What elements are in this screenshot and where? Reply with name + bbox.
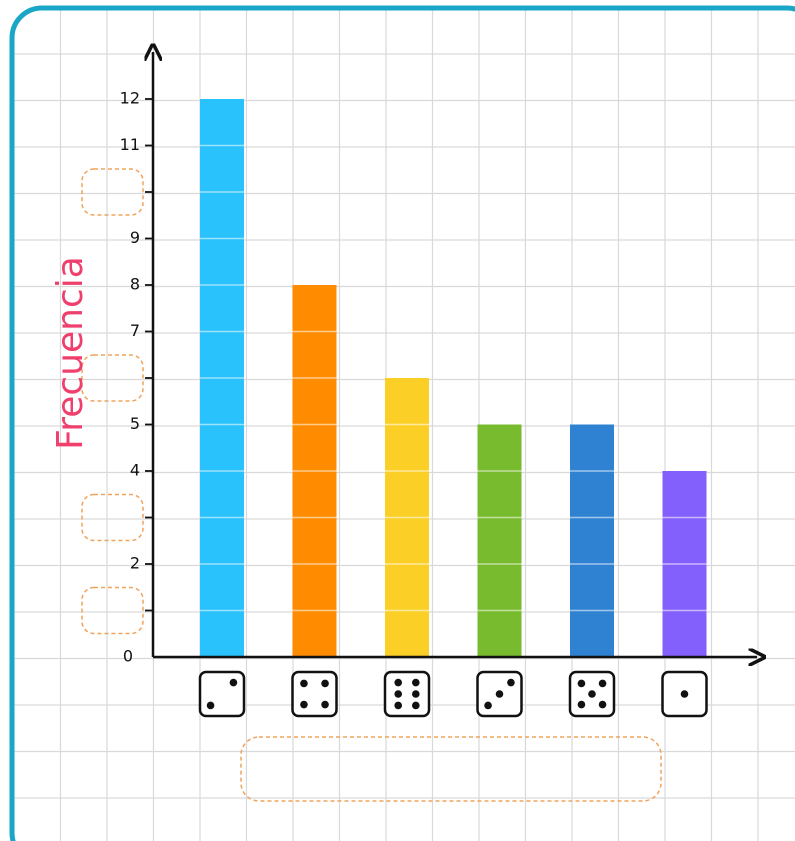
die-face-1-icon xyxy=(661,670,708,718)
die-pip xyxy=(577,700,586,709)
die-pip xyxy=(412,690,420,698)
die-pip xyxy=(484,701,492,710)
y-tick-label: 7 xyxy=(130,321,140,340)
y-tick-label: 11 xyxy=(120,135,140,154)
die-pip xyxy=(577,679,586,688)
die-pip xyxy=(412,678,420,687)
die-pip xyxy=(206,701,215,710)
die-face-4-icon xyxy=(291,670,338,718)
die-pip xyxy=(229,678,238,687)
die-outline xyxy=(291,670,338,718)
y-tick-label: 8 xyxy=(130,275,140,294)
y-blank-boxes xyxy=(81,168,144,635)
y-tick-label: 9 xyxy=(130,228,140,247)
die-face-5-icon xyxy=(568,670,616,718)
chart-frame xyxy=(9,5,795,841)
die-pip xyxy=(588,690,596,698)
die-face-3-icon xyxy=(476,670,523,718)
y-tick-label: 12 xyxy=(120,89,140,108)
y-tick-label: 2 xyxy=(130,554,140,573)
x-category-dice xyxy=(198,670,708,718)
die-face-2-icon xyxy=(198,670,246,718)
die-outline xyxy=(383,670,431,718)
bar-3 xyxy=(477,424,522,657)
die-outline xyxy=(198,670,246,718)
y-tick-label: 0 xyxy=(123,647,133,666)
y-axis-label: Frecuencia xyxy=(50,256,91,450)
y-tick-blank-10 xyxy=(81,168,144,216)
bar-5 xyxy=(570,424,614,657)
die-pip xyxy=(300,679,308,688)
die-pip xyxy=(598,679,607,688)
y-tick-label: 5 xyxy=(130,414,140,433)
die-face-6-icon xyxy=(383,670,431,718)
y-tick-blank-1 xyxy=(81,586,144,635)
die-pip xyxy=(300,700,308,709)
die-pip xyxy=(394,678,403,687)
die-pip xyxy=(507,678,515,687)
die-pip xyxy=(680,690,689,698)
die-pip xyxy=(495,690,504,698)
die-pip xyxy=(412,701,420,710)
y-tick-label: 4 xyxy=(130,461,140,480)
die-pip xyxy=(321,679,329,688)
y-tick-blank-3 xyxy=(81,493,144,542)
bars xyxy=(200,99,707,657)
die-pip xyxy=(394,701,403,710)
die-pip xyxy=(598,700,607,709)
y-ticks: 0 2 4 5 7 8 9 11 12 xyxy=(120,89,153,666)
die-pip xyxy=(394,690,403,698)
y-tick-blank-6 xyxy=(81,354,144,402)
die-pip xyxy=(321,700,329,709)
x-axis-label-blank[interactable] xyxy=(240,736,662,802)
